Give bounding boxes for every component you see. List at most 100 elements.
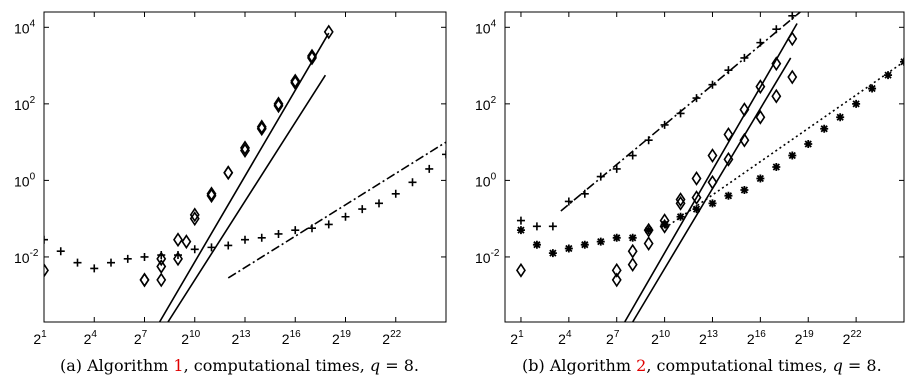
data-point-star — [644, 226, 653, 235]
caption-a-middle: , computational times, — [183, 356, 370, 375]
data-point-plus — [44, 235, 48, 244]
data-point-plus — [772, 25, 781, 34]
data-point-star — [612, 233, 621, 242]
data-point-plus — [56, 247, 65, 256]
data-point-diamond — [156, 259, 167, 274]
y-tick-label: 104 — [475, 18, 497, 36]
data-point-plus — [224, 241, 233, 250]
data-point-diamond — [739, 102, 750, 118]
caption-a: (a) Algorithm 1, computational times, q … — [60, 356, 419, 375]
data-point-diamond — [256, 121, 267, 137]
x-tick-label: 24 — [558, 329, 572, 347]
fit-line-dotted — [664, 61, 904, 229]
plot-frame — [504, 11, 905, 323]
caption-a-algorithm-ref[interactable]: 1 — [173, 356, 184, 375]
data-point-plus — [241, 235, 249, 244]
data-point-diamond — [723, 127, 734, 142]
caption-b-algorithm-ref[interactable]: 2 — [636, 356, 647, 375]
x-tick-label: 219 — [795, 329, 814, 347]
data-point-star — [564, 244, 573, 253]
x-tick-label: 213 — [232, 329, 251, 347]
data-point-diamond — [307, 50, 317, 66]
y-tick-label: 100 — [14, 171, 36, 189]
y-tick-label: 102 — [14, 95, 36, 113]
data-point-plus — [516, 216, 525, 225]
y-tick-label: 100 — [475, 171, 497, 189]
data-point-diamond — [787, 31, 798, 47]
data-point-star — [756, 174, 765, 183]
data-point-diamond — [44, 262, 49, 278]
plot-area — [515, 12, 904, 322]
data-point-plus — [425, 164, 434, 173]
caption-b-middle: , computational times, — [646, 356, 833, 375]
data-point-diamond — [240, 140, 250, 156]
data-point-star — [580, 240, 589, 249]
data-point-diamond — [707, 148, 718, 163]
data-point-diamond — [290, 75, 301, 91]
data-point-diamond — [139, 272, 150, 288]
data-point-star — [820, 124, 829, 133]
data-point-diamond — [307, 48, 317, 64]
data-point-star — [724, 191, 733, 200]
data-point-diamond — [273, 96, 284, 112]
x-tick-label: 210 — [651, 329, 670, 347]
data-point-plus — [580, 189, 589, 198]
x-tick-label: 216 — [747, 329, 766, 347]
data-point-plus — [708, 80, 717, 89]
data-point-plus — [692, 94, 701, 103]
data-point-diamond — [156, 251, 167, 267]
y-tick-label: 104 — [14, 18, 36, 36]
data-point-diamond — [675, 195, 686, 211]
fit-line-solid — [624, 23, 798, 322]
data-point-star — [884, 71, 893, 80]
y-tick-label: 10-2 — [475, 248, 500, 266]
data-point-plus — [628, 151, 637, 160]
data-point-diamond — [755, 109, 766, 125]
data-point-diamond — [739, 132, 750, 148]
y-tick-label: 102 — [475, 95, 497, 113]
data-point-diamond — [290, 73, 301, 89]
data-point-plus — [73, 258, 82, 267]
data-point-plus — [375, 199, 383, 208]
data-point-star — [548, 249, 557, 258]
data-point-plus — [612, 164, 621, 173]
data-point-plus — [548, 222, 557, 231]
data-point-diamond — [643, 236, 654, 251]
data-point-diamond — [755, 79, 766, 95]
fit-line-solid — [158, 32, 330, 322]
data-point-star — [660, 220, 669, 229]
chart-panel-b: 21 24 27 210 213 216 219 222 10-2 100 102 104 — [475, 11, 905, 347]
data-point-diamond — [181, 234, 192, 250]
data-point-star — [516, 226, 525, 235]
data-point-diamond — [515, 262, 526, 278]
fit-line-dashdot — [227, 141, 446, 279]
data-point-star — [900, 57, 904, 66]
data-point-diamond — [223, 165, 234, 181]
plot-frame — [43, 11, 447, 323]
data-point-diamond — [659, 218, 670, 234]
data-point-diamond — [675, 192, 686, 207]
data-point-plus — [724, 66, 733, 75]
x-tick-label: 21 — [510, 329, 524, 347]
data-point-plus — [324, 220, 333, 229]
data-point-plus — [442, 150, 446, 159]
data-point-diamond — [206, 186, 217, 202]
data-point-diamond — [627, 243, 638, 259]
data-point-diamond — [323, 24, 334, 40]
data-point-star — [868, 84, 877, 93]
data-point-diamond — [771, 88, 782, 104]
data-point-plus — [291, 226, 300, 235]
data-point-diamond — [273, 98, 284, 114]
x-tick-label: 219 — [332, 329, 351, 347]
x-tick-label: 27 — [606, 329, 620, 347]
caption-b-suffix: = 8. — [842, 356, 882, 375]
caption-a-prefix: (a) Algorithm — [60, 356, 174, 375]
data-point-plus — [740, 53, 749, 62]
data-point-plus — [788, 12, 797, 20]
plot-area — [44, 24, 446, 322]
data-point-diamond — [611, 262, 622, 278]
x-tick-label: 21 — [33, 329, 47, 347]
data-point-diamond — [173, 251, 183, 267]
data-point-diamond — [691, 190, 702, 206]
